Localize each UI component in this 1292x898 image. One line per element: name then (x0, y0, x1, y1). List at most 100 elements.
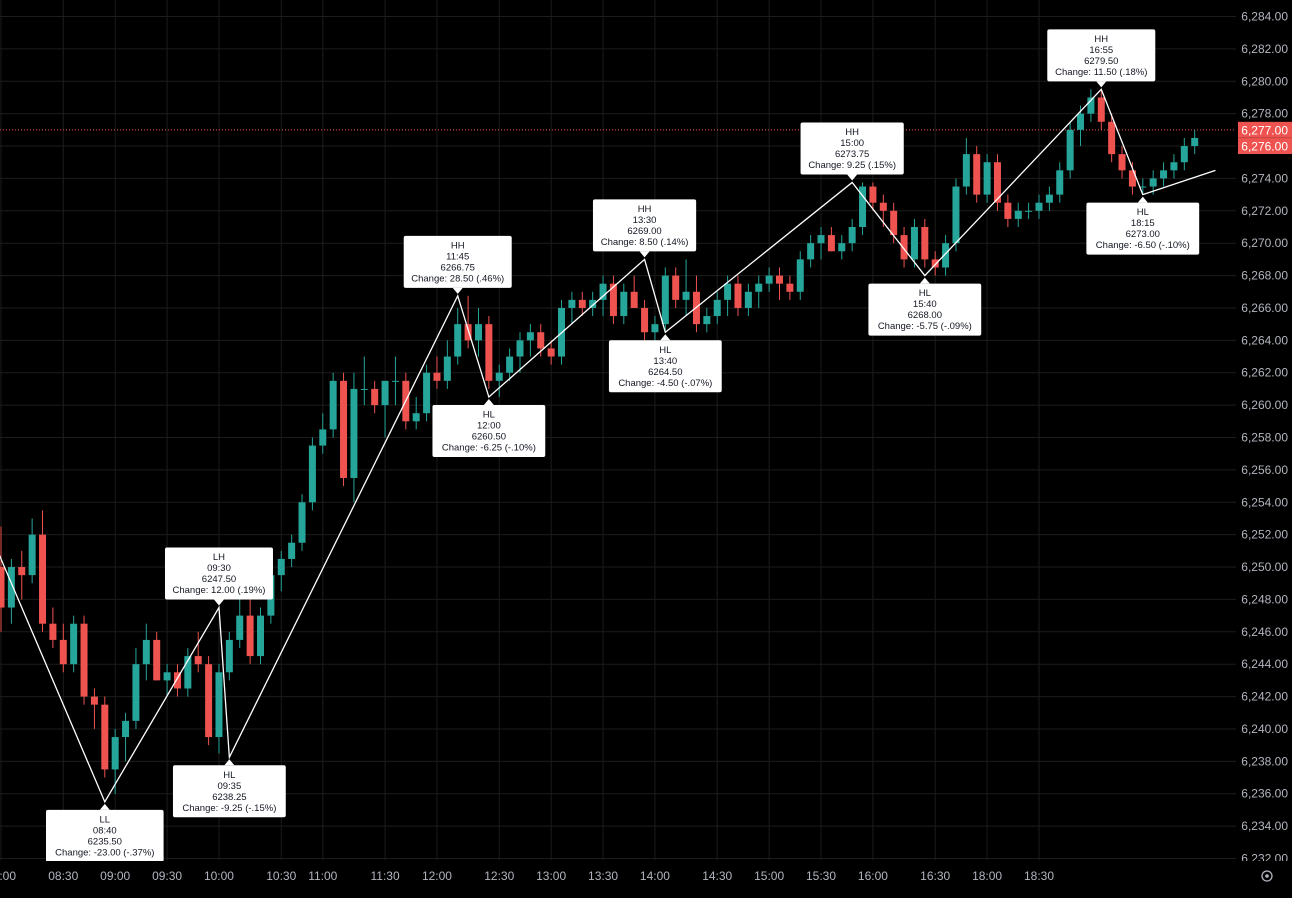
candle[interactable] (153, 631, 161, 681)
candle[interactable] (931, 251, 939, 276)
candle[interactable] (651, 316, 659, 341)
candle[interactable] (173, 664, 181, 697)
candle[interactable] (786, 275, 794, 300)
candle[interactable] (288, 534, 296, 568)
candle[interactable] (796, 251, 804, 300)
candle[interactable] (132, 648, 140, 729)
candle[interactable] (827, 227, 835, 252)
candle[interactable] (184, 648, 192, 697)
candle[interactable] (703, 307, 711, 333)
candle[interactable] (1108, 113, 1116, 163)
candle[interactable] (1056, 162, 1064, 203)
candle[interactable] (277, 550, 285, 592)
candle[interactable] (90, 688, 98, 729)
candle[interactable] (973, 146, 981, 203)
candle[interactable] (755, 275, 763, 308)
candle[interactable] (1170, 154, 1178, 179)
candle[interactable] (672, 267, 680, 308)
candle[interactable] (80, 615, 88, 705)
candle[interactable] (443, 340, 451, 389)
candle[interactable] (506, 348, 514, 381)
candle[interactable] (308, 437, 316, 511)
candle[interactable] (1191, 129, 1199, 155)
candle[interactable] (49, 607, 57, 648)
candle[interactable] (340, 372, 348, 487)
candle[interactable] (350, 372, 358, 503)
candle[interactable] (495, 364, 503, 398)
candle[interactable] (485, 316, 493, 389)
candle[interactable] (910, 218, 918, 268)
candle[interactable] (609, 275, 617, 325)
candle[interactable] (1066, 121, 1074, 179)
candle[interactable] (765, 267, 773, 292)
candle[interactable] (776, 267, 783, 300)
candle[interactable] (859, 182, 867, 236)
candle[interactable] (589, 291, 597, 317)
candle[interactable] (474, 307, 482, 357)
candle[interactable] (454, 307, 462, 365)
candle[interactable] (412, 397, 420, 430)
candle[interactable] (942, 235, 950, 276)
candle[interactable] (744, 283, 752, 317)
candle[interactable] (838, 235, 846, 260)
candle[interactable] (122, 712, 130, 762)
candle[interactable] (620, 283, 628, 325)
candle[interactable] (215, 664, 223, 754)
candle[interactable] (952, 178, 960, 252)
candle[interactable] (236, 599, 244, 648)
candle[interactable] (371, 380, 379, 414)
candle[interactable] (641, 299, 649, 341)
candle[interactable] (547, 340, 555, 365)
candle[interactable] (433, 356, 441, 389)
candle[interactable] (1077, 105, 1085, 147)
candle[interactable] (1087, 89, 1095, 122)
candle[interactable] (1118, 146, 1126, 179)
candle[interactable] (142, 623, 150, 681)
candle[interactable] (7, 558, 15, 624)
candle[interactable] (1025, 202, 1033, 219)
candle[interactable] (18, 550, 26, 600)
candle[interactable] (578, 291, 586, 317)
candle[interactable] (381, 380, 389, 438)
candle[interactable] (0, 526, 5, 632)
candle[interactable] (682, 259, 690, 317)
candle[interactable] (329, 372, 337, 438)
candle[interactable] (464, 295, 472, 349)
candle[interactable] (101, 696, 109, 778)
candle[interactable] (713, 291, 721, 325)
candle[interactable] (59, 623, 67, 673)
candle[interactable] (39, 510, 47, 632)
candle[interactable] (70, 615, 78, 673)
candle[interactable] (163, 664, 171, 697)
candle[interactable] (423, 364, 431, 422)
candle[interactable] (1160, 162, 1168, 187)
candle[interactable] (526, 324, 534, 357)
gear-icon[interactable] (1261, 870, 1273, 882)
candle[interactable] (246, 599, 254, 665)
candle[interactable] (225, 631, 233, 681)
candle[interactable] (257, 607, 264, 665)
candle[interactable] (516, 332, 524, 373)
candle[interactable] (807, 235, 815, 268)
candle[interactable] (630, 275, 638, 308)
candle[interactable] (734, 275, 742, 317)
candle[interactable] (391, 356, 399, 406)
candle[interactable] (993, 154, 1001, 211)
candle[interactable] (869, 182, 877, 211)
candle[interactable] (921, 218, 929, 268)
candle[interactable] (1014, 202, 1022, 227)
candle[interactable] (983, 154, 991, 203)
candle[interactable] (1180, 137, 1188, 171)
candle[interactable] (1097, 89, 1105, 130)
candle[interactable] (1045, 186, 1053, 211)
candle[interactable] (900, 227, 908, 268)
candle[interactable] (1035, 194, 1043, 219)
